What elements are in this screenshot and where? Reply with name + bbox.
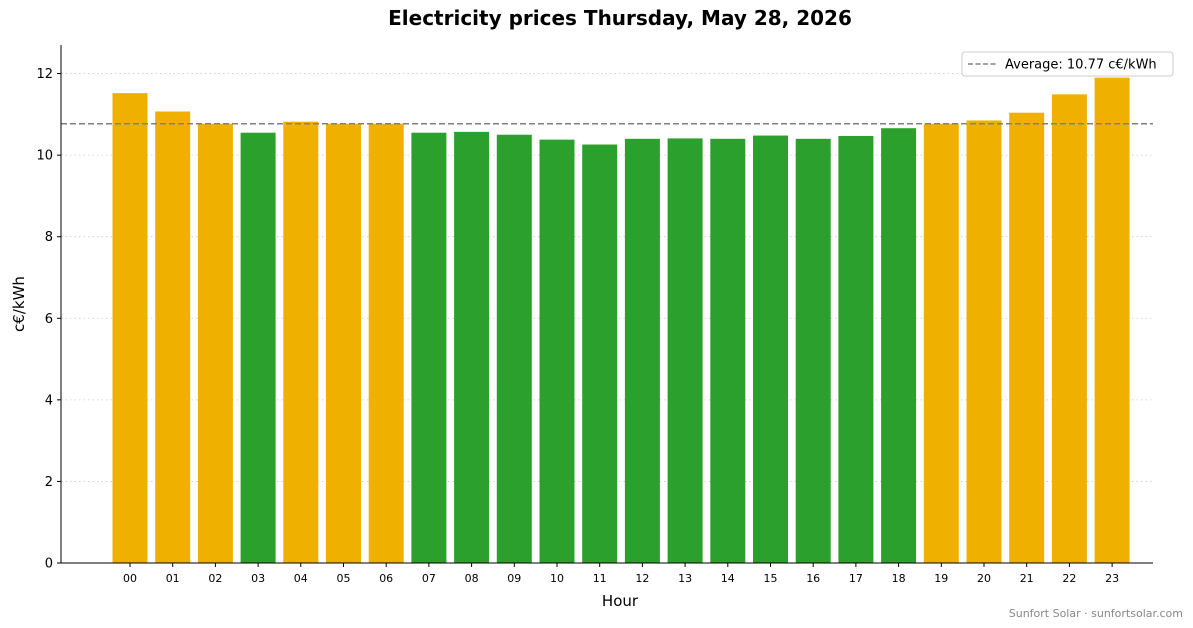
bar-hour-16: [795, 138, 831, 563]
legend-average-label: Average: 10.77 c€/kWh: [1005, 58, 1157, 73]
bar-hour-05: [326, 123, 361, 563]
x-tick-label: 00: [123, 572, 137, 585]
bar-hour-02: [197, 123, 233, 563]
x-tick-label: 12: [635, 572, 649, 585]
y-tick-label: 12: [36, 67, 53, 82]
x-tick-label: 05: [337, 572, 351, 585]
footer-credit: Sunfort Solar · sunfortsolar.com: [1009, 607, 1183, 620]
x-tick-label: 03: [251, 572, 265, 585]
legend-box: [961, 51, 1174, 77]
bar-hour-13: [667, 138, 703, 564]
x-tick-label: 17: [849, 572, 863, 585]
bar-hour-12: [624, 138, 660, 563]
y-axis: 0 2 4 6 8 10 12: [36, 45, 62, 572]
x-tick-label: 04: [294, 572, 308, 585]
bar-hour-20: [966, 120, 1002, 563]
bar-hour-18: [881, 128, 917, 563]
legend: Average: 10.77 c€/kWh: [961, 51, 1174, 77]
bars: [112, 77, 1130, 564]
x-tick-label: 07: [422, 572, 436, 585]
bar-hour-08: [454, 131, 490, 563]
x-tick-label: 06: [379, 572, 393, 585]
bar-hour-21: [1009, 112, 1045, 563]
x-tick-label: 21: [1020, 572, 1034, 585]
bar-hour-17: [838, 135, 874, 563]
x-tick-label: 15: [764, 572, 778, 585]
bar-hour-14: [710, 138, 746, 563]
x-tick-label: 11: [593, 572, 607, 585]
bar-hour-03: [240, 132, 276, 563]
bar-hour-01: [155, 111, 191, 564]
bar-hour-22: [1051, 94, 1087, 563]
chart-title: Electricity prices Thursday, May 28, 202…: [388, 6, 852, 30]
bar-hour-09: [496, 134, 532, 563]
bar-hour-10: [539, 139, 575, 563]
x-tick-label: 18: [892, 572, 906, 585]
x-tick-label: 23: [1105, 572, 1119, 585]
bar-hour-07: [411, 132, 447, 563]
x-tick-label: 14: [721, 572, 735, 585]
x-axis-label: Hour: [602, 592, 639, 610]
bar-hour-11: [582, 144, 618, 564]
bar-hour-00: [112, 93, 148, 563]
y-tick-label: 2: [45, 475, 53, 490]
x-tick-label: 16: [806, 572, 820, 585]
x-tick-label: 08: [465, 572, 479, 585]
x-tick-label: 09: [507, 572, 521, 585]
bar-hour-15: [753, 135, 788, 563]
x-tick-label: 10: [550, 572, 564, 585]
bar-hour-19: [923, 123, 959, 563]
x-tick-label: 01: [166, 572, 180, 585]
x-tick-label: 02: [208, 572, 222, 585]
bar-hour-04: [283, 121, 319, 564]
x-tick-label: 22: [1062, 572, 1076, 585]
x-tick-label: 20: [977, 572, 991, 585]
y-tick-label: 4: [45, 393, 53, 408]
y-tick-label: 0: [45, 557, 53, 572]
x-axis: 00 01 02 03 04 05 06 07 08 09 10 11 12 13 14 15 16 17 18 19…: [61, 562, 1153, 585]
bar-hour-23: [1094, 77, 1130, 564]
y-tick-label: 10: [36, 149, 53, 164]
x-tick-label: 19: [934, 572, 948, 585]
y-axis-label: c€/kWh: [10, 276, 28, 332]
x-tick-label: 13: [678, 572, 692, 585]
bar-hour-06: [368, 123, 404, 563]
y-tick-label: 6: [45, 312, 53, 327]
y-tick-label: 8: [45, 230, 53, 245]
